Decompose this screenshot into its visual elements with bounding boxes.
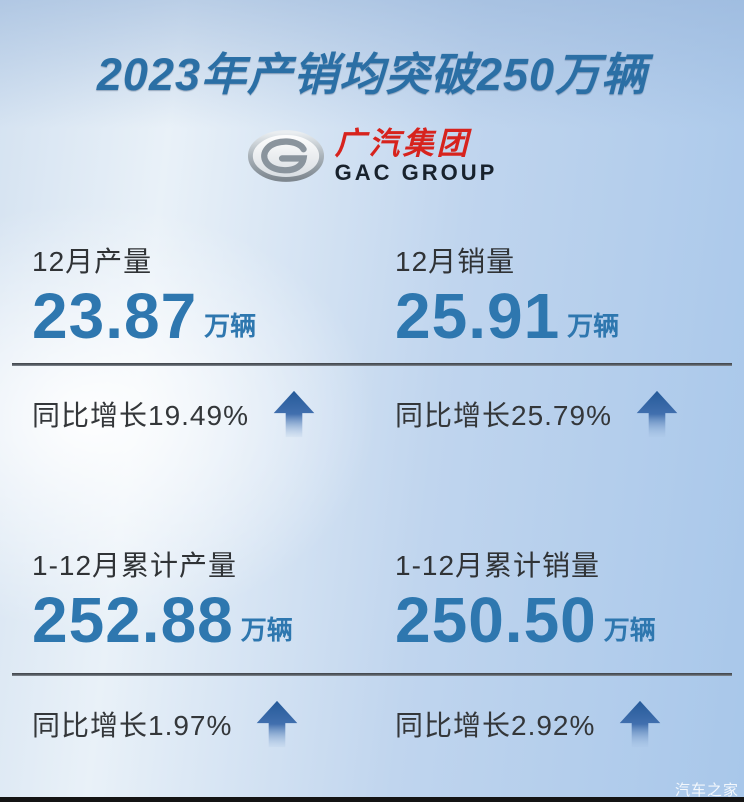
stat-value-row: 250.50 万辆 — [395, 588, 728, 652]
divider — [12, 363, 732, 366]
stat-unit: 万辆 — [567, 311, 620, 341]
stat-dec-sales: 12月销量 25.91 万辆 — [395, 240, 728, 348]
growth-cum-production: 同比增长1.97% — [32, 700, 395, 748]
growth-dec-sales: 同比增长25.79% — [395, 390, 728, 438]
monthly-growth-row: 同比增长19.49% 同比增长25.79% — [32, 390, 728, 438]
watermark: 汽车之家 — [674, 782, 739, 799]
up-arrow-icon — [634, 390, 680, 438]
growth-label: 同比增长2.92% — [395, 710, 596, 741]
stat-value: 25.91 — [395, 280, 561, 352]
growth-dec-production: 同比增长19.49% — [32, 390, 395, 438]
growth-label: 同比增长19.49% — [32, 400, 249, 431]
growth-label: 同比增长25.79% — [395, 400, 612, 431]
up-arrow-icon — [617, 700, 663, 748]
stat-unit: 万辆 — [603, 615, 656, 645]
gac-logo: 广汽集团 GAC GROUP — [0, 128, 744, 184]
stat-value: 250.50 — [395, 584, 597, 656]
stat-cum-sales: 1-12月累计销量 250.50 万辆 — [395, 544, 728, 652]
cumulative-growth-row: 同比增长1.97% 同比增长2.92% — [32, 700, 728, 748]
stat-value-row: 252.88 万辆 — [32, 588, 395, 652]
stat-label: 12月产量 — [32, 246, 153, 277]
bottom-bar — [0, 797, 744, 802]
stat-value-row: 25.91 万辆 — [395, 284, 728, 348]
stat-label: 1-12月累计销量 — [395, 550, 601, 581]
stat-unit: 万辆 — [204, 311, 257, 341]
stat-value-row: 23.87 万辆 — [32, 284, 395, 348]
stat-value: 23.87 — [32, 280, 198, 352]
page-title: 2023年产销均突破250万辆 — [96, 49, 648, 100]
stat-value: 252.88 — [32, 584, 234, 656]
up-arrow-icon — [254, 700, 300, 748]
stat-label: 1-12月累计产量 — [32, 550, 238, 581]
logo-name-cn: 广汽集团 — [334, 126, 471, 161]
logo-text: 广汽集团 GAC GROUP — [335, 128, 498, 184]
cumulative-stats-row: 1-12月累计产量 252.88 万辆 1-12月累计销量 250.50 万辆 — [32, 544, 728, 652]
stat-unit: 万辆 — [240, 615, 293, 645]
gac-emblem-icon — [247, 129, 325, 183]
up-arrow-icon — [271, 390, 317, 438]
divider — [12, 673, 732, 676]
stat-cum-production: 1-12月累计产量 252.88 万辆 — [32, 544, 395, 652]
logo-name-en: GAC GROUP — [334, 160, 498, 185]
stat-dec-production: 12月产量 23.87 万辆 — [32, 240, 395, 348]
growth-cum-sales: 同比增长2.92% — [395, 700, 728, 748]
monthly-stats-row: 12月产量 23.87 万辆 12月销量 25.91 万辆 — [32, 240, 728, 348]
growth-label: 同比增长1.97% — [32, 710, 233, 741]
stat-label: 12月销量 — [395, 246, 516, 277]
